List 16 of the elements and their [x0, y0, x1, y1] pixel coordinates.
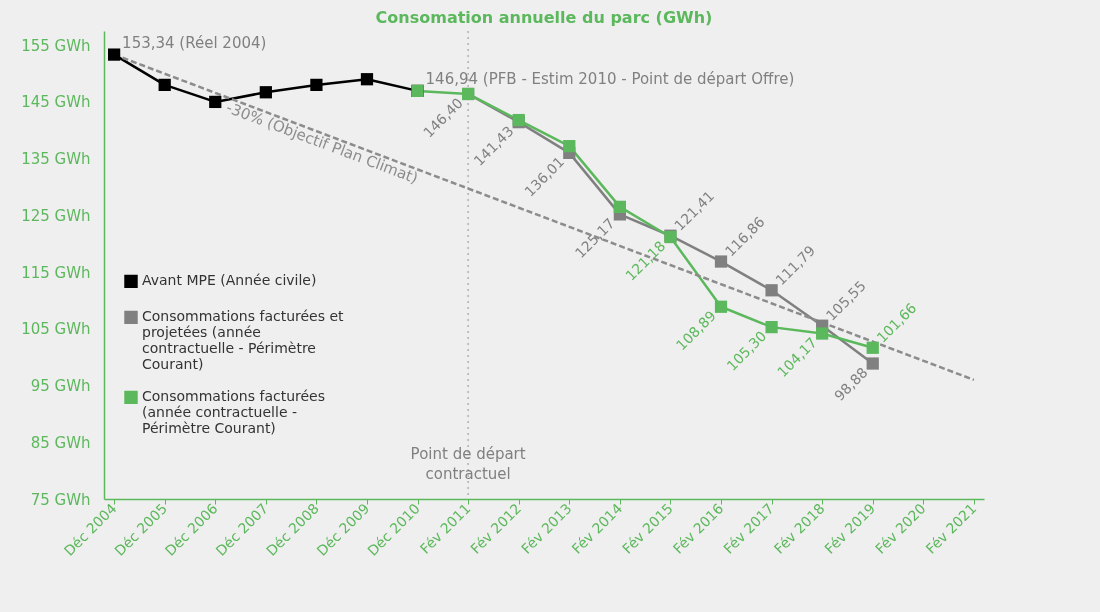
y-tick-label: 75 GWh [30, 490, 91, 509]
ref-line-label: Point de départ contractuel [410, 445, 526, 483]
legend-label: Avant MPE (Année civile) [142, 272, 317, 289]
y-tick-label: 115 GWh [21, 263, 91, 282]
legend-label: Consommations facturées et projetées (année contractuelle - Périmètre Courant) [142, 308, 345, 373]
y-tick-label: 155 GWh [21, 36, 91, 55]
y-tick-label: 105 GWh [21, 320, 91, 339]
y-tick-label: 95 GWh [30, 377, 91, 396]
annotation: 146,94 (PFB - Estim 2010 - Point de départ Offre) [425, 69, 795, 88]
y-tick-label: 145 GWh [21, 93, 91, 112]
y-tick-label: 85 GWh [30, 433, 91, 452]
legend-label: Consommations facturées (année contractuelle - Périmètre Courant) [142, 388, 326, 437]
annotation: 153,34 (Réel 2004) [122, 33, 267, 52]
y-tick-label: 135 GWh [21, 150, 91, 169]
chart-title: Consomation annuelle du parc (GWh) [375, 8, 713, 28]
y-tick-label: 125 GWh [21, 206, 91, 225]
